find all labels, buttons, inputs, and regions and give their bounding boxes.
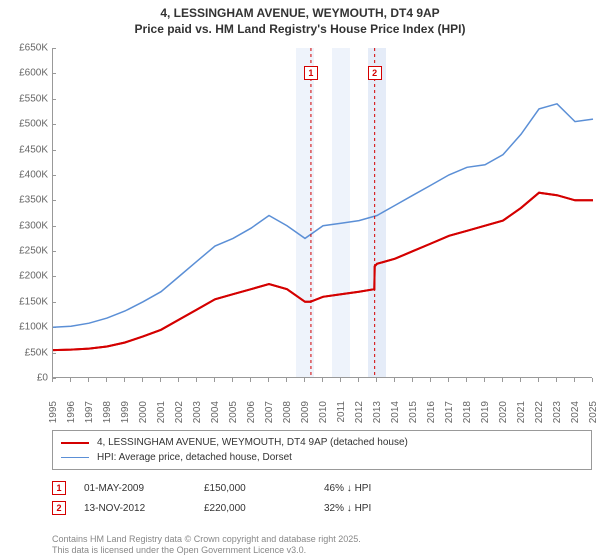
legend: 4, LESSINGHAM AVENUE, WEYMOUTH, DT4 9AP … bbox=[52, 430, 592, 470]
series-hpi bbox=[53, 104, 593, 327]
xtick-label: 2011 bbox=[336, 401, 347, 423]
event-marker-icon: 2 bbox=[52, 501, 66, 515]
ytick-label: £100K bbox=[0, 322, 48, 333]
xtick-label: 1995 bbox=[48, 401, 59, 423]
xtick-label: 2002 bbox=[174, 401, 185, 423]
ytick-label: £200K bbox=[0, 271, 48, 282]
plot-area: 12 bbox=[52, 48, 592, 378]
footnote-line2: This data is licensed under the Open Gov… bbox=[52, 545, 361, 556]
ytick-label: £650K bbox=[0, 43, 48, 54]
legend-label: HPI: Average price, detached house, Dors… bbox=[97, 452, 292, 463]
xtick-label: 2006 bbox=[246, 401, 257, 423]
event-row: 1 01-MAY-2009£150,00046% ↓ HPI bbox=[52, 478, 592, 498]
chart-area: £0 £50K £100K £150K £200K £250K £300K £350K £400… bbox=[0, 40, 600, 420]
legend-row: 4, LESSINGHAM AVENUE, WEYMOUTH, DT4 9AP … bbox=[61, 435, 583, 450]
series-price_paid bbox=[53, 193, 593, 350]
xtick-label: 1997 bbox=[84, 401, 95, 423]
xtick-label: 2012 bbox=[354, 401, 365, 423]
event-delta: 32% ↓ HPI bbox=[324, 503, 464, 514]
xtick-label: 1999 bbox=[120, 401, 131, 423]
legend-swatch bbox=[61, 442, 89, 444]
xtick-label: 2021 bbox=[516, 401, 527, 423]
xtick-label: 2009 bbox=[300, 401, 311, 423]
title-line1: 4, LESSINGHAM AVENUE, WEYMOUTH, DT4 9AP bbox=[0, 6, 600, 22]
xtick-label: 2008 bbox=[282, 401, 293, 423]
chart-lines bbox=[53, 48, 592, 377]
xtick-label: 2016 bbox=[426, 401, 437, 423]
chart-title: 4, LESSINGHAM AVENUE, WEYMOUTH, DT4 9AP … bbox=[0, 0, 600, 37]
event-row: 2 13-NOV-2012£220,00032% ↓ HPI bbox=[52, 498, 592, 518]
xtick-label: 1998 bbox=[102, 401, 113, 423]
ytick-label: £300K bbox=[0, 220, 48, 231]
xtick-label: 2019 bbox=[480, 401, 491, 423]
xtick-label: 2020 bbox=[498, 401, 509, 423]
legend-row: HPI: Average price, detached house, Dors… bbox=[61, 450, 583, 465]
event-price: £150,000 bbox=[204, 483, 324, 494]
legend-label: 4, LESSINGHAM AVENUE, WEYMOUTH, DT4 9AP … bbox=[97, 437, 408, 448]
xtick-label: 2007 bbox=[264, 401, 275, 423]
event-table: 1 01-MAY-2009£150,00046% ↓ HPI 2 13-NOV-201… bbox=[52, 478, 592, 518]
event-date: 13-NOV-2012 bbox=[84, 503, 204, 514]
xtick-label: 2013 bbox=[372, 401, 383, 423]
xtick-label: 2023 bbox=[552, 401, 563, 423]
ytick-label: £450K bbox=[0, 144, 48, 155]
title-line2: Price paid vs. HM Land Registry's House … bbox=[0, 22, 600, 38]
xtick-label: 2025 bbox=[588, 401, 599, 423]
xtick-label: 2001 bbox=[156, 401, 167, 423]
ytick-label: £0 bbox=[0, 373, 48, 384]
xtick-label: 2003 bbox=[192, 401, 203, 423]
ytick-label: £400K bbox=[0, 169, 48, 180]
xtick-label: 2000 bbox=[138, 401, 149, 423]
event-price: £220,000 bbox=[204, 503, 324, 514]
event-date: 01-MAY-2009 bbox=[84, 483, 204, 494]
event-marker-icon: 1 bbox=[52, 481, 66, 495]
xtick-label: 2010 bbox=[318, 401, 329, 423]
ytick-label: £150K bbox=[0, 296, 48, 307]
xtick-label: 2024 bbox=[570, 401, 581, 423]
event-marker-box: 1 bbox=[304, 66, 318, 80]
ytick-label: £50K bbox=[0, 347, 48, 358]
xtick-label: 2004 bbox=[210, 401, 221, 423]
event-delta: 46% ↓ HPI bbox=[324, 483, 464, 494]
xtick-label: 2014 bbox=[390, 401, 401, 423]
ytick-label: £550K bbox=[0, 93, 48, 104]
xtick-label: 2022 bbox=[534, 401, 545, 423]
footnote-line1: Contains HM Land Registry data © Crown c… bbox=[52, 534, 361, 545]
xtick-label: 2017 bbox=[444, 401, 455, 423]
xtick-label: 1996 bbox=[66, 401, 77, 423]
ytick-label: £350K bbox=[0, 195, 48, 206]
legend-swatch bbox=[61, 457, 89, 459]
footnote: Contains HM Land Registry data © Crown c… bbox=[52, 534, 361, 557]
ytick-label: £600K bbox=[0, 68, 48, 79]
series-price_paid-top bbox=[53, 193, 593, 350]
event-marker-box: 2 bbox=[368, 66, 382, 80]
xtick-label: 2005 bbox=[228, 401, 239, 423]
ytick-label: £500K bbox=[0, 119, 48, 130]
xtick-label: 2018 bbox=[462, 401, 473, 423]
xtick-label: 2015 bbox=[408, 401, 419, 423]
ytick-label: £250K bbox=[0, 246, 48, 257]
